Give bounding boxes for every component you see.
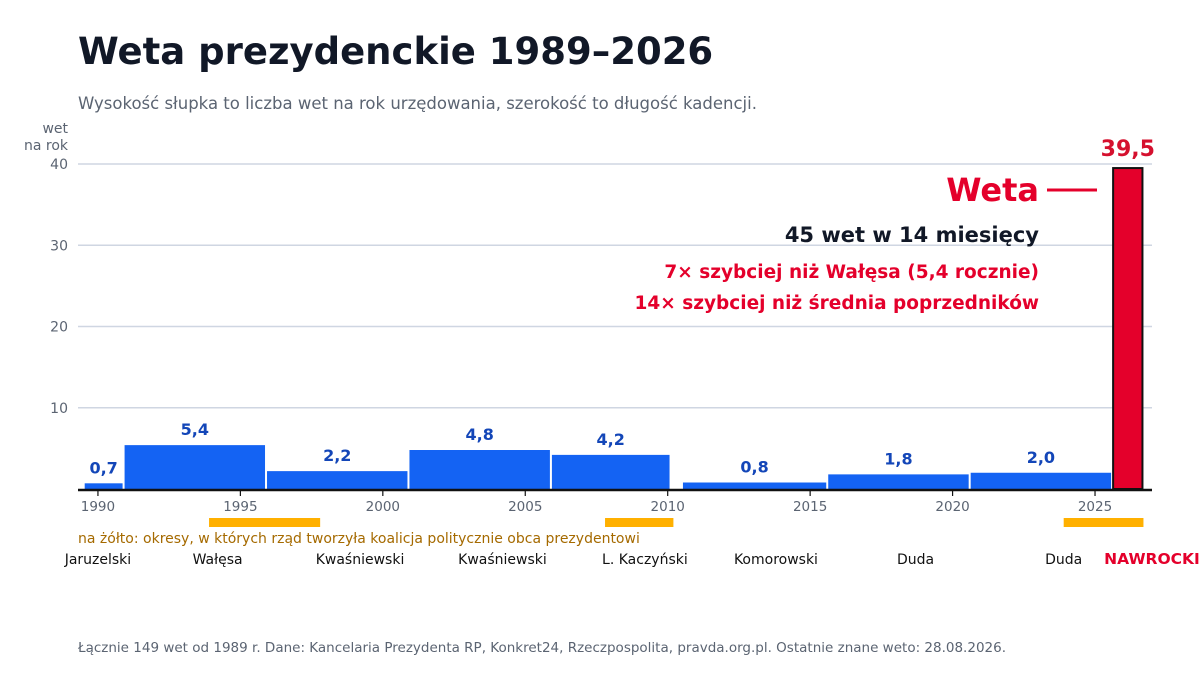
gridlines xyxy=(78,163,1152,409)
bar-value-label: 0,8 xyxy=(740,458,768,477)
bar xyxy=(409,450,550,489)
bar-value-label-highlight: 39,5 xyxy=(1101,137,1155,162)
president-label: Kwaśniewski xyxy=(316,552,405,568)
x-tick-label: 2020 xyxy=(935,499,969,515)
annotation-comparison-average: 14× szybciej niż średnia poprzedników xyxy=(635,293,1039,314)
y-tick-label: 20 xyxy=(50,320,68,336)
president-label: Jaruzelski xyxy=(64,552,131,568)
chart-subtitle: Wysokość słupka to liczba wet na rok urz… xyxy=(78,94,757,113)
cohabitation-note: na żółto: okresy, w których rząd tworzył… xyxy=(78,531,640,547)
bar xyxy=(124,445,266,489)
bar xyxy=(267,471,408,489)
y-axis-ticks: 10 20 30 40 xyxy=(50,157,68,417)
bars xyxy=(84,167,1144,490)
bar xyxy=(84,483,123,489)
president-label: Kwaśniewski xyxy=(458,552,547,568)
annotation-comparison-walesa: 7× szybciej niż Wałęsa (5,4 rocznie) xyxy=(664,262,1039,283)
bar-value-label: 4,8 xyxy=(466,425,494,444)
bar-value-label: 0,7 xyxy=(89,458,117,477)
x-tick-label: 2000 xyxy=(366,499,400,515)
annotation-summary: 45 wet w 14 miesięcy xyxy=(785,223,1039,247)
chart-title: Weta prezydenckie 1989–2026 xyxy=(78,30,714,73)
x-axis-ticks: 1990 1995 2000 2005 2010 2015 2020 2025 xyxy=(81,491,1112,515)
president-label: Duda xyxy=(1045,552,1082,568)
source-footer: Łącznie 149 wet od 1989 r. Dane: Kancela… xyxy=(78,640,1006,656)
president-label: Komorowski xyxy=(734,552,818,568)
bar-value-label: 5,4 xyxy=(181,420,209,439)
x-tick-label: 2010 xyxy=(651,499,685,515)
cohabitation-bar xyxy=(1063,518,1144,527)
x-tick-label: 1990 xyxy=(81,499,115,515)
y-axis-label-line-2: na rok xyxy=(24,138,69,154)
bar xyxy=(682,482,827,489)
cohabitation-bar xyxy=(209,518,321,527)
bar xyxy=(970,472,1112,489)
y-tick-label: 40 xyxy=(50,157,68,173)
president-labels: Jaruzelski Wałęsa Kwaśniewski Kwaśniewski L.… xyxy=(64,550,1200,568)
bar xyxy=(828,474,969,489)
y-tick-label: 30 xyxy=(50,238,68,254)
x-tick-label: 1995 xyxy=(223,499,257,515)
x-tick-label: 2015 xyxy=(793,499,827,515)
x-tick-label: 2025 xyxy=(1078,499,1112,515)
bar-value-labels: 0,7 5,4 2,2 4,8 4,2 0,8 1,8 2,0 39,5 xyxy=(89,137,1154,477)
highlight-annotation: Weta 45 wet w 14 miesięcy 7× szybciej ni… xyxy=(635,171,1097,314)
bar-highlight xyxy=(1112,167,1144,490)
cohabitation-periods xyxy=(209,518,1144,527)
bar-value-label: 2,2 xyxy=(323,446,351,465)
president-label-highlight: NAWROCKI xyxy=(1104,550,1200,568)
bar-value-label: 4,2 xyxy=(597,430,625,449)
bar-value-label: 2,0 xyxy=(1027,448,1055,467)
annotation-label: Weta xyxy=(946,171,1039,209)
bar-value-label: 1,8 xyxy=(884,449,912,468)
x-tick-label: 2005 xyxy=(508,499,542,515)
president-label: Wałęsa xyxy=(193,552,243,568)
y-tick-label: 10 xyxy=(50,401,68,417)
president-label: L. Kaczyński xyxy=(602,552,688,568)
y-axis-label: wet xyxy=(42,121,68,137)
president-label: Duda xyxy=(897,552,934,568)
cohabitation-bar xyxy=(605,518,674,527)
veto-bar-chart: 10 20 30 40 wet na rok 0,7 5,4 2,2 4,8 4,2 0,8 1,… xyxy=(24,121,1200,568)
bar xyxy=(551,454,670,489)
